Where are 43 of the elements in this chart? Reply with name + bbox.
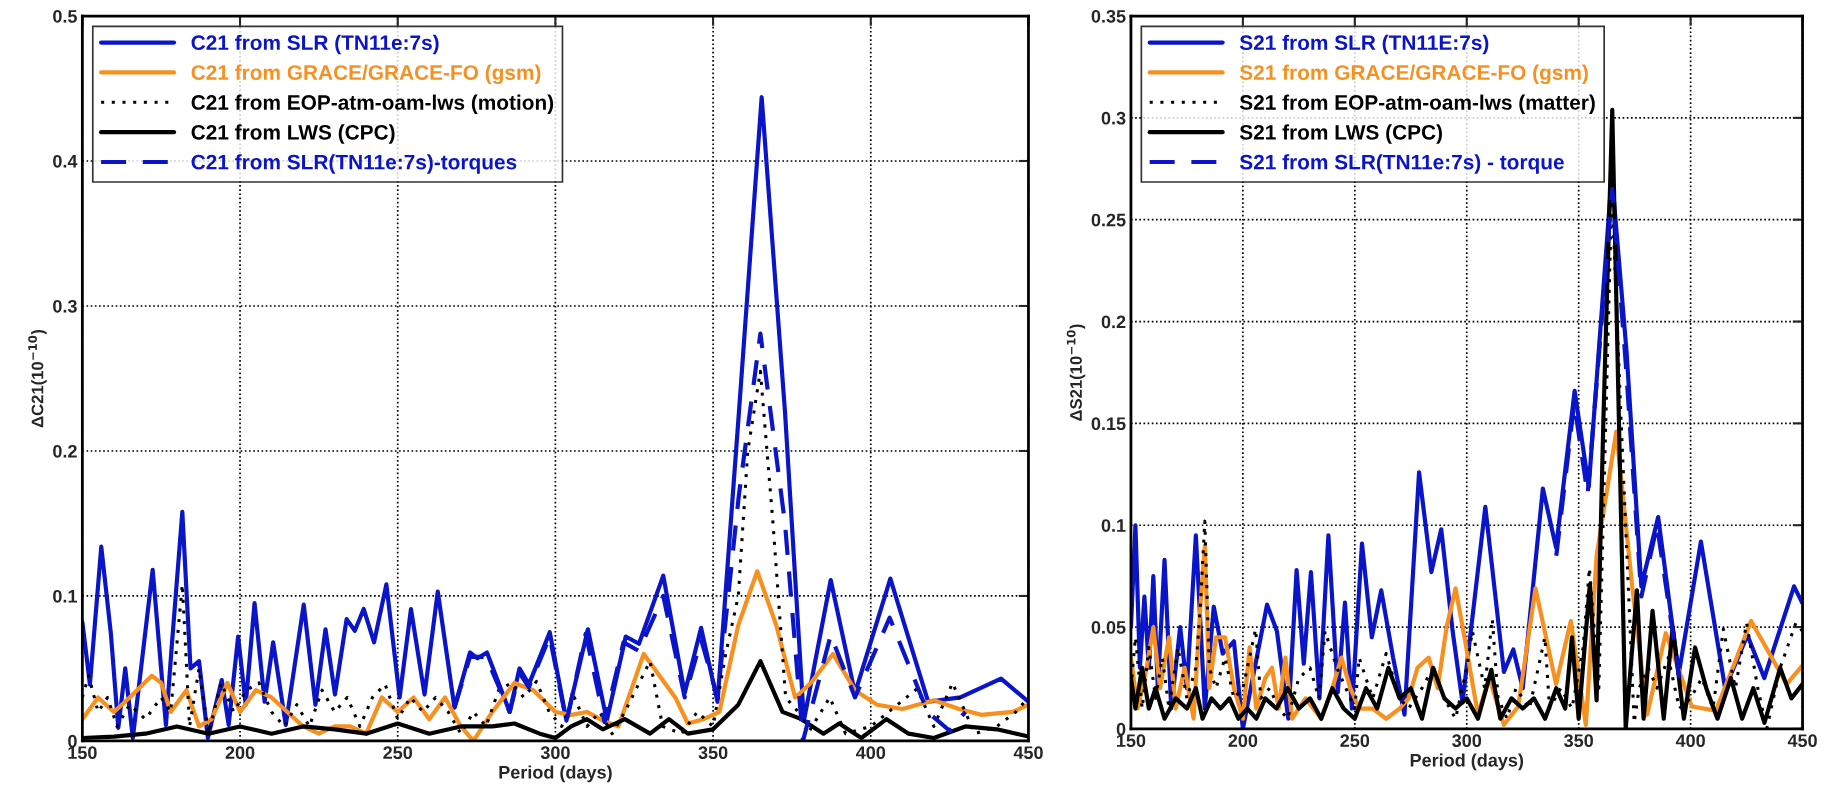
legend-label: C21 from EOP-atm-oam-lws (motion) xyxy=(191,94,554,114)
x-tick-label: 200 xyxy=(1228,734,1258,748)
legend-label: C21 from LWS (CPC) xyxy=(191,124,395,144)
x-tick-label: 250 xyxy=(383,746,413,760)
legend-label: S21 from GRACE/GRACE-FO (gsm) xyxy=(1239,64,1588,85)
x-axis-title: Period (days) xyxy=(1410,753,1524,771)
legend-label: C21 from SLR(TN11e:7s)-torques xyxy=(191,154,517,174)
y-tick-label: 0.2 xyxy=(1101,315,1126,329)
y-tick-label: 0 xyxy=(1116,722,1126,736)
legend-label: S21 from EOP-atm-oam-lws (matter) xyxy=(1239,94,1595,114)
x-tick-label: 250 xyxy=(1340,734,1370,748)
y-tick-label: 0.1 xyxy=(1101,519,1126,532)
x-tick-label: 350 xyxy=(1564,734,1593,748)
x-tick-label: 450 xyxy=(1787,734,1817,748)
y-tick-label: 0.3 xyxy=(1101,111,1126,125)
x-axis-title: Period (days) xyxy=(499,765,612,783)
y-tick-label: 0.1 xyxy=(53,589,77,603)
y-tick-label: 0.4 xyxy=(53,154,78,168)
y-tick-label: 0.3 xyxy=(53,299,77,313)
legend-label: S21 from SLR (TN11E:7s) xyxy=(1239,34,1489,55)
y-tick-label: 0.15 xyxy=(1091,417,1126,431)
x-tick-label: 200 xyxy=(225,746,255,760)
x-tick-label: 300 xyxy=(1452,734,1482,748)
y-tick-label: 0.05 xyxy=(1091,621,1126,634)
x-tick-label: 350 xyxy=(698,746,728,760)
legend-label: S21 from LWS (CPC) xyxy=(1239,124,1442,144)
x-tick-label: 400 xyxy=(1675,734,1705,748)
x-tick-label: 150 xyxy=(1117,734,1146,748)
y-tick-label: 0 xyxy=(68,734,77,748)
x-tick-label: 150 xyxy=(68,746,97,760)
x-tick-label: 400 xyxy=(855,746,886,760)
y-tick-label: 0.2 xyxy=(53,444,77,458)
y-axis-title: ΔS21(10$^{−10}$) xyxy=(1066,324,1086,421)
x-tick-label: 300 xyxy=(540,746,570,760)
legend-label: S21 from SLR(TN11e:7s) - torque xyxy=(1239,154,1564,174)
y-tick-label: 0.5 xyxy=(53,9,77,23)
legend-label: C21 from GRACE/GRACE-FO (gsm) xyxy=(191,64,541,85)
y-axis-title: ΔC21(10$^{−10}$) xyxy=(28,329,47,428)
y-tick-label: 0.35 xyxy=(1091,9,1126,23)
legend-label: C21 from SLR (TN11e:7s) xyxy=(191,34,439,55)
y-tick-label: 0.25 xyxy=(1091,213,1126,227)
x-tick-label: 450 xyxy=(1013,746,1043,760)
line-series xyxy=(1554,187,1682,681)
